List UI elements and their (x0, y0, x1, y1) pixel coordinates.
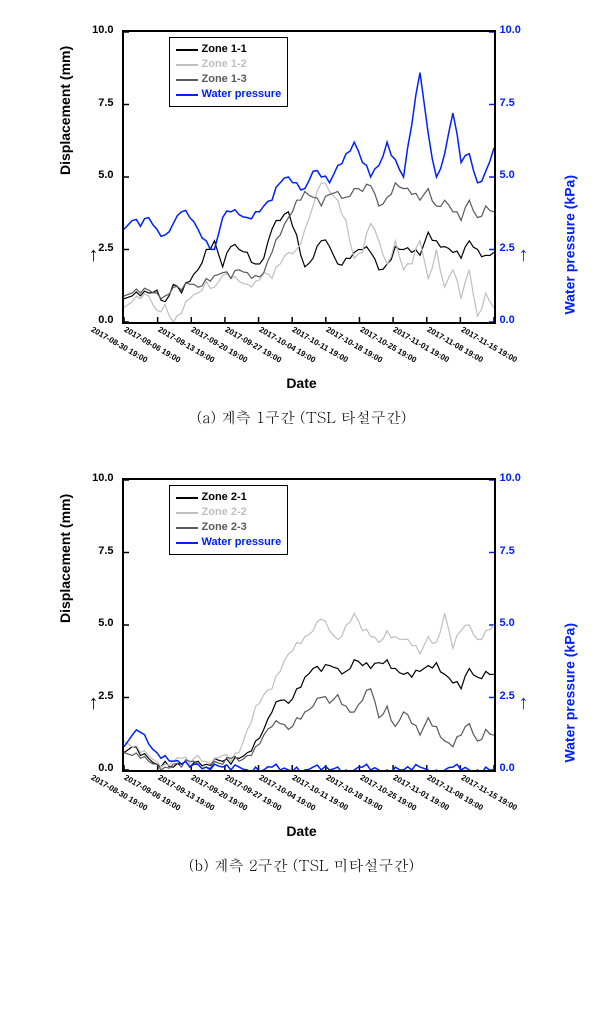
legend-item: Water pressure (176, 535, 282, 550)
legend-swatch (176, 64, 198, 66)
x-tick: 2017-10-18 19:00 (324, 773, 384, 813)
y-tick-right: 2.5 (500, 242, 515, 254)
y-tick-left: 0.0 (98, 762, 113, 774)
arrow-right-b: ↑ (519, 692, 529, 715)
legend-swatch (176, 94, 198, 96)
arrow-right-a: ↑ (519, 244, 529, 267)
legend-label: Zone 1-3 (202, 72, 247, 87)
arrow-left-a: ↑ (89, 244, 99, 267)
x-tick: 2017-11-15 19:00 (459, 773, 518, 812)
x-tick: 2017-11-15 19:00 (459, 325, 518, 364)
legend-label: Zone 2-3 (202, 520, 247, 535)
y-tick-left: 7.5 (98, 545, 113, 557)
y-axis-left-a: 0.02.55.07.510.0 (52, 30, 122, 320)
x-tick: 2017-08-30 19:00 (89, 773, 149, 813)
y-tick-right: 2.5 (500, 690, 515, 702)
legend-swatch (176, 527, 198, 529)
legend-swatch (176, 49, 198, 51)
x-tick: 2017-10-25 19:00 (358, 325, 418, 365)
legend-item: Zone 1-1 (176, 42, 282, 57)
plot-area-a: Zone 1-1Zone 1-2Zone 1-3Water pressure ↑… (122, 30, 496, 324)
legend-swatch (176, 497, 198, 499)
y-tick-left: 5.0 (98, 617, 113, 629)
x-label-a: Date (52, 375, 552, 391)
chart-a-container: Displacement (mm) Water pressure (kPa) 0… (15, 15, 588, 428)
y-tick-left: 7.5 (98, 97, 113, 109)
y-tick-right: 5.0 (500, 169, 515, 181)
y-tick-left: 2.5 (98, 690, 113, 702)
y-tick-left: 10.0 (92, 472, 113, 484)
legend-item: Zone 2-2 (176, 505, 282, 520)
chart-b: Displacement (mm) Water pressure (kPa) 0… (52, 463, 552, 843)
y-tick-right: 7.5 (500, 97, 515, 109)
x-tick: 2017-09-27 19:00 (224, 325, 284, 365)
x-tick: 2017-09-13 19:00 (156, 325, 216, 365)
y-tick-right: 10.0 (500, 24, 521, 36)
legend-label: Zone 1-1 (202, 42, 247, 57)
legend-item: Zone 2-3 (176, 520, 282, 535)
legend-label: Water pressure (202, 87, 282, 102)
y-tick-right: 5.0 (500, 617, 515, 629)
x-label-b: Date (52, 823, 552, 839)
y-right-label-b: Water pressure (kPa) (562, 623, 578, 763)
legend-label: Zone 1-2 (202, 57, 247, 72)
x-axis-b: 2017-08-30 19:002017-09-06 19:002017-09-… (122, 768, 492, 823)
y-tick-right: 10.0 (500, 472, 521, 484)
legend-b: Zone 2-1Zone 2-2Zone 2-3Water pressure (169, 485, 289, 555)
x-tick: 2017-10-11 19:00 (291, 325, 350, 364)
y-right-label-a: Water pressure (kPa) (562, 175, 578, 315)
x-tick: 2017-10-25 19:00 (358, 773, 418, 813)
x-tick: 2017-09-20 19:00 (190, 325, 250, 365)
y-axis-right-b: 0.02.55.07.510.0 (492, 478, 552, 768)
legend-item: Zone 2-1 (176, 490, 282, 505)
legend-item: Zone 1-2 (176, 57, 282, 72)
arrow-left-b: ↑ (89, 692, 99, 715)
x-tick: 2017-09-27 19:00 (224, 773, 284, 813)
series-line (124, 660, 494, 767)
x-tick: 2017-10-11 19:00 (291, 773, 350, 812)
x-axis-a: 2017-08-30 19:002017-09-06 19:002017-09-… (122, 320, 492, 375)
y-tick-right: 0.0 (500, 314, 515, 326)
y-tick-right: 0.0 (500, 762, 515, 774)
x-tick: 2017-10-04 19:00 (257, 325, 317, 365)
chart-b-container: Displacement (mm) Water pressure (kPa) 0… (15, 463, 588, 876)
legend-label: Water pressure (202, 535, 282, 550)
series-line (124, 613, 494, 767)
legend-label: Zone 2-1 (202, 490, 247, 505)
x-tick: 2017-09-06 19:00 (123, 325, 183, 365)
x-tick: 2017-10-18 19:00 (324, 325, 384, 365)
series-line (124, 183, 494, 322)
x-tick: 2017-08-30 19:00 (89, 325, 149, 365)
chart-a: Displacement (mm) Water pressure (kPa) 0… (52, 15, 552, 395)
x-tick: 2017-09-13 19:00 (156, 773, 216, 813)
legend-swatch (176, 79, 198, 81)
legend-swatch (176, 542, 198, 544)
y-tick-left: 5.0 (98, 169, 113, 181)
x-tick: 2017-09-06 19:00 (123, 773, 183, 813)
y-tick-right: 7.5 (500, 545, 515, 557)
plot-area-b: Zone 2-1Zone 2-2Zone 2-3Water pressure ↑… (122, 478, 496, 772)
y-tick-left: 0.0 (98, 314, 113, 326)
x-tick: 2017-11-01 19:00 (392, 773, 451, 812)
x-tick: 2017-11-01 19:00 (392, 325, 451, 364)
x-tick: 2017-10-04 19:00 (257, 773, 317, 813)
legend-swatch (176, 512, 198, 514)
series-line (124, 183, 494, 299)
x-tick: 2017-09-20 19:00 (190, 773, 250, 813)
legend-a: Zone 1-1Zone 1-2Zone 1-3Water pressure (169, 37, 289, 107)
legend-label: Zone 2-2 (202, 505, 247, 520)
y-tick-left: 10.0 (92, 24, 113, 36)
y-axis-right-a: 0.02.55.07.510.0 (492, 30, 552, 320)
legend-item: Zone 1-3 (176, 72, 282, 87)
y-axis-left-b: 0.02.55.07.510.0 (52, 478, 122, 768)
caption-a: (a) 계측 1구간 (TSL 타설구간) (15, 407, 588, 428)
caption-b: (b) 계측 2구간 (TSL 미타설구간) (15, 855, 588, 876)
y-tick-left: 2.5 (98, 242, 113, 254)
legend-item: Water pressure (176, 87, 282, 102)
